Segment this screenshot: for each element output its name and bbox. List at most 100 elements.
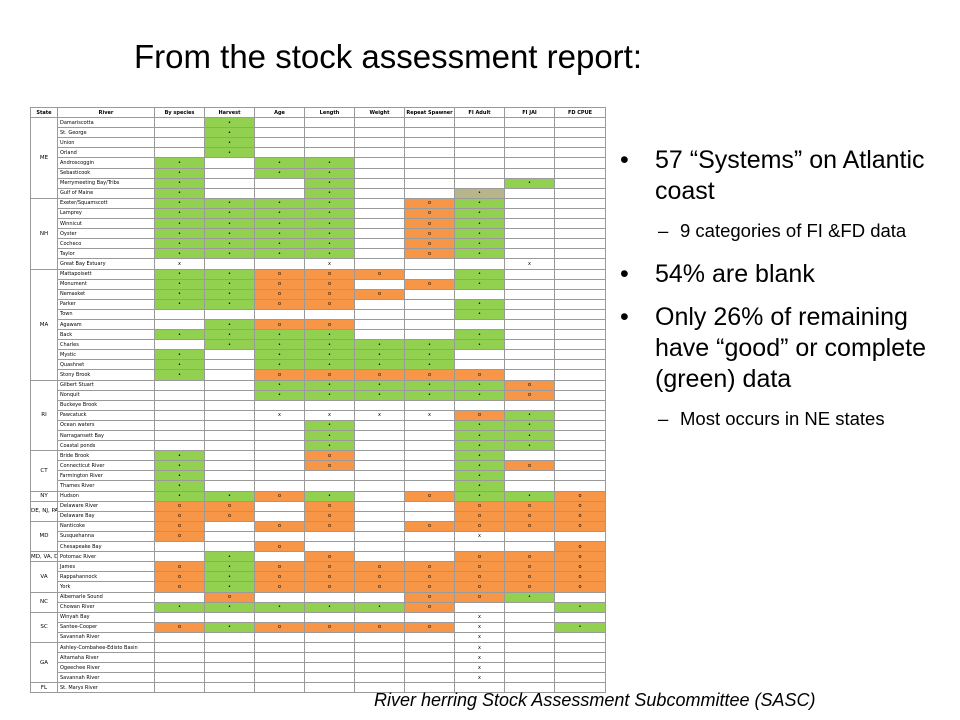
table-row: Coastal ponds • • • xyxy=(31,440,606,452)
data-cell: • xyxy=(454,329,505,341)
data-cell: • xyxy=(204,318,255,331)
data-cell xyxy=(404,117,455,129)
data-cell: o xyxy=(454,571,505,583)
data-cell: • xyxy=(454,197,505,209)
data-cell: x xyxy=(454,652,505,664)
data-cell xyxy=(304,137,355,149)
data-cell: o xyxy=(304,500,355,512)
data-cell xyxy=(204,611,255,623)
bullet-dot-icon: • xyxy=(620,260,629,288)
data-cell xyxy=(554,389,606,401)
river-cell: Orland xyxy=(57,147,155,159)
data-cell xyxy=(504,157,555,169)
data-cell: o xyxy=(404,238,455,250)
river-cell: Parker xyxy=(57,298,155,310)
river-cell: Town xyxy=(57,308,155,320)
river-cell: Nemasket xyxy=(57,288,155,300)
data-cell: x xyxy=(504,258,555,270)
data-cell xyxy=(354,490,405,502)
data-cell: • xyxy=(204,581,255,593)
data-cell: o xyxy=(354,268,405,280)
data-cell xyxy=(254,127,305,139)
data-cell xyxy=(504,470,555,482)
data-cell xyxy=(154,318,205,331)
data-cell: o xyxy=(404,278,455,290)
data-cell: o xyxy=(554,510,606,522)
data-cell xyxy=(504,611,555,623)
data-cell: o xyxy=(354,571,405,583)
data-cell xyxy=(354,137,405,149)
data-cell: • xyxy=(254,197,305,209)
data-cell xyxy=(204,520,255,532)
data-cell xyxy=(354,228,405,240)
data-cell xyxy=(354,652,405,664)
data-cell xyxy=(504,339,555,351)
data-cell: • xyxy=(204,288,255,300)
data-cell xyxy=(204,157,255,169)
table-row: Mystic • • • • • xyxy=(31,349,606,361)
data-cell xyxy=(354,308,405,320)
river-cell: St. Marys River xyxy=(57,682,155,694)
data-cell xyxy=(504,268,555,280)
data-cell: o xyxy=(254,561,305,573)
river-cell: Delaware River xyxy=(57,500,155,512)
data-cell: o xyxy=(304,318,355,331)
data-cell: • xyxy=(154,157,205,169)
data-cell xyxy=(554,460,606,472)
river-cell: Delaware Bay xyxy=(57,510,155,522)
data-cell: • xyxy=(154,268,205,280)
data-cell: o xyxy=(304,510,355,522)
data-cell: o xyxy=(254,621,305,633)
data-cell: • xyxy=(304,197,355,209)
data-cell: • xyxy=(204,197,255,209)
data-cell: o xyxy=(404,561,455,573)
data-availability-table: State River By species Harvest Age Length Weig… xyxy=(30,106,606,694)
data-cell: • xyxy=(454,379,505,391)
table-row: Cocheco • • • • o • xyxy=(31,238,606,250)
data-cell xyxy=(504,207,555,220)
data-cell xyxy=(254,500,305,512)
data-cell: • xyxy=(454,308,505,320)
data-cell xyxy=(404,429,455,442)
data-cell xyxy=(354,530,405,543)
table-row: Union • xyxy=(31,137,606,149)
data-cell: • xyxy=(304,429,355,442)
river-cell: Nonquit xyxy=(57,389,155,401)
data-cell: • xyxy=(204,339,255,351)
data-cell: • xyxy=(254,379,305,391)
data-cell xyxy=(254,419,305,432)
data-cell xyxy=(254,470,305,482)
data-cell xyxy=(554,248,606,260)
data-cell: • xyxy=(454,490,505,502)
data-cell: o xyxy=(454,591,505,603)
data-cell: • xyxy=(254,157,305,169)
data-cell: • xyxy=(204,238,255,250)
data-cell: o xyxy=(404,581,455,593)
data-cell: • xyxy=(454,278,505,290)
data-cell: • xyxy=(354,349,405,361)
data-cell xyxy=(404,530,455,543)
data-cell xyxy=(354,147,405,159)
state-cell: GA xyxy=(30,641,58,684)
data-cell: o xyxy=(554,520,606,532)
data-cell xyxy=(554,218,606,230)
data-cell xyxy=(254,591,305,603)
data-cell xyxy=(404,167,455,179)
data-cell xyxy=(504,399,555,411)
data-cell: • xyxy=(304,490,355,502)
data-cell xyxy=(554,187,606,199)
data-cell xyxy=(204,440,255,452)
data-cell xyxy=(554,288,606,300)
data-cell xyxy=(404,258,455,270)
data-cell: • xyxy=(554,621,606,633)
data-cell: x xyxy=(454,611,505,623)
data-cell xyxy=(554,641,606,654)
table-row: Nonquit • • • • • o xyxy=(31,389,606,401)
data-cell xyxy=(354,248,405,260)
data-cell: • xyxy=(404,379,455,391)
data-cell xyxy=(154,308,205,320)
table-row: Oyster • • • • o • xyxy=(31,228,606,240)
data-cell xyxy=(504,672,555,684)
data-cell: • xyxy=(154,207,205,220)
data-cell xyxy=(504,218,555,230)
